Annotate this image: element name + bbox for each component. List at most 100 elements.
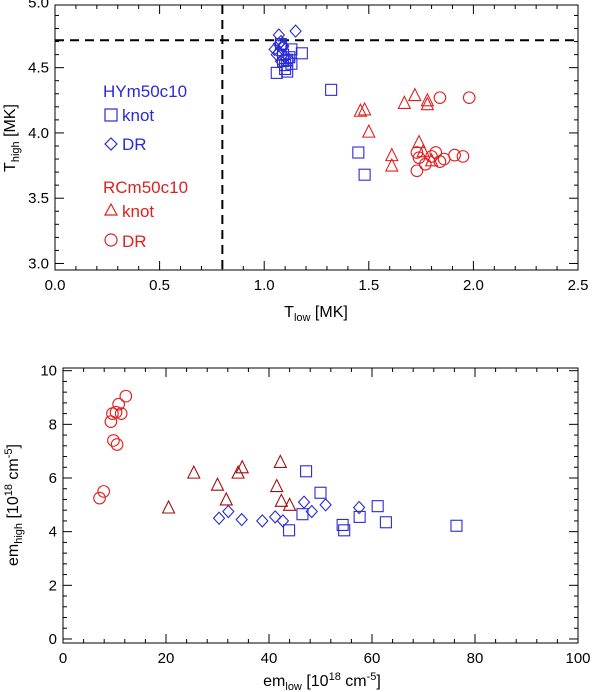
legend-label-hy-dr: DR — [122, 135, 147, 154]
plot-frame — [62, 367, 579, 644]
diamond-point — [272, 37, 286, 51]
plot-frame — [54, 4, 579, 271]
circle-point — [112, 397, 125, 411]
square-point — [270, 66, 283, 79]
reference-lines — [55, 5, 578, 270]
diamond-point — [272, 28, 286, 42]
ticks — [54, 5, 579, 270]
square-point — [379, 516, 392, 529]
legend-group-rc: RCm50c10 — [103, 178, 188, 197]
y-axis-title: emhigh [1018 cm-5] — [3, 444, 25, 566]
diamond-point — [319, 498, 332, 512]
triangle-point — [235, 459, 250, 474]
triangle-point — [416, 143, 431, 158]
circle-point — [410, 146, 424, 159]
triangle-point — [210, 476, 225, 491]
diamond-point — [268, 510, 282, 524]
diamond-point — [289, 24, 302, 38]
x-tick-label: 2.0 — [463, 277, 484, 294]
legend-label-hy-knot: knot — [122, 106, 154, 125]
y-tick-label: 0 — [49, 631, 57, 648]
y-axis-title: Thigh [MK] — [2, 104, 22, 172]
legend-group-hy: HYm50c10 — [103, 82, 187, 101]
circle-point — [93, 491, 106, 505]
y-tick-label: 8 — [49, 416, 57, 433]
circle-point — [456, 150, 470, 163]
diamond-point — [276, 39, 290, 54]
ticks — [62, 368, 579, 643]
triangle-point — [231, 464, 245, 479]
triangle-point — [273, 454, 288, 468]
x-tick-label: 2.5 — [568, 277, 589, 294]
circle-point — [437, 152, 451, 166]
square-point — [338, 524, 351, 537]
legend-diamond-icon — [104, 137, 118, 151]
circle-point — [410, 164, 424, 178]
x-axis-title: emlow [1018 cm-5] — [263, 671, 381, 692]
square-point — [276, 55, 290, 68]
triangle-point — [269, 478, 284, 493]
square-point — [358, 168, 371, 181]
square-point — [314, 486, 327, 499]
circle-point — [433, 91, 447, 105]
triangle-point — [361, 123, 376, 138]
square-point — [352, 146, 365, 159]
triangle-point — [186, 464, 201, 479]
y-tick-label: 2 — [49, 577, 57, 594]
y-tick-label: 4 — [49, 524, 57, 541]
legend-label-rc-knot: knot — [122, 202, 154, 221]
circle-point — [448, 148, 461, 162]
circle-point — [418, 157, 432, 171]
square-point — [300, 465, 313, 478]
triangle-point — [397, 95, 412, 109]
circle-point — [119, 389, 133, 403]
square-point — [283, 51, 296, 64]
legend-label-rc-dr: DR — [122, 232, 147, 251]
circle-point — [107, 434, 120, 447]
diamond-point — [283, 53, 296, 67]
diamond-point — [352, 500, 366, 515]
triangle-point — [420, 92, 435, 107]
y-tick-label: 3.0 — [28, 255, 49, 272]
legend-square-icon — [104, 108, 118, 122]
temperature-panel: 0.0 0.5 1.0 1.5 2.0 2.5 3.0 3.5 4.0 4.5 5.0 Tlow [… — [2, 0, 588, 324]
square-point — [285, 57, 298, 70]
circle-point — [462, 91, 476, 105]
diamond-point — [297, 495, 311, 509]
y-tick-label: 3.5 — [28, 190, 49, 207]
square-point — [283, 524, 296, 537]
legend-triangle-icon — [103, 202, 119, 216]
square-point — [450, 519, 463, 532]
x-tick-label: 0.5 — [149, 277, 170, 294]
legend-circle-icon — [104, 233, 118, 247]
triangle-point — [407, 87, 422, 102]
y-tick-label: 5.0 — [28, 0, 49, 11]
triangle-point — [384, 157, 399, 172]
x-axis-title: Tlow [MK] — [284, 304, 348, 324]
square-point — [353, 510, 366, 523]
x-tick-label: 0.0 — [45, 277, 66, 294]
x-tick-label: 1.5 — [358, 277, 379, 294]
square-point — [295, 47, 308, 60]
diamond-point — [276, 38, 290, 53]
diamond-point — [276, 514, 290, 528]
x-tick-label: 20 — [158, 650, 175, 667]
triangle-point — [420, 96, 435, 111]
legend: HYm50c10 knot DR RCm50c10 knot DR — [103, 82, 188, 251]
tick-labels: 0 20 40 60 80 100 0 2 4 6 8 10 — [40, 363, 590, 667]
diamond-point — [212, 511, 226, 526]
x-tick-label: 100 — [565, 650, 590, 667]
square-point — [296, 508, 309, 521]
x-tick-label: 0 — [59, 650, 67, 667]
triangle-point — [161, 499, 176, 514]
diamond-point — [272, 45, 286, 59]
triangle-point — [219, 491, 234, 506]
y-tick-label: 4.5 — [28, 60, 49, 77]
square-point — [371, 500, 384, 513]
circle-point — [412, 151, 426, 165]
diamond-point — [222, 504, 235, 519]
data-marks — [268, 24, 476, 181]
y-tick-label: 4.0 — [28, 125, 49, 142]
triangle-point — [384, 147, 399, 162]
